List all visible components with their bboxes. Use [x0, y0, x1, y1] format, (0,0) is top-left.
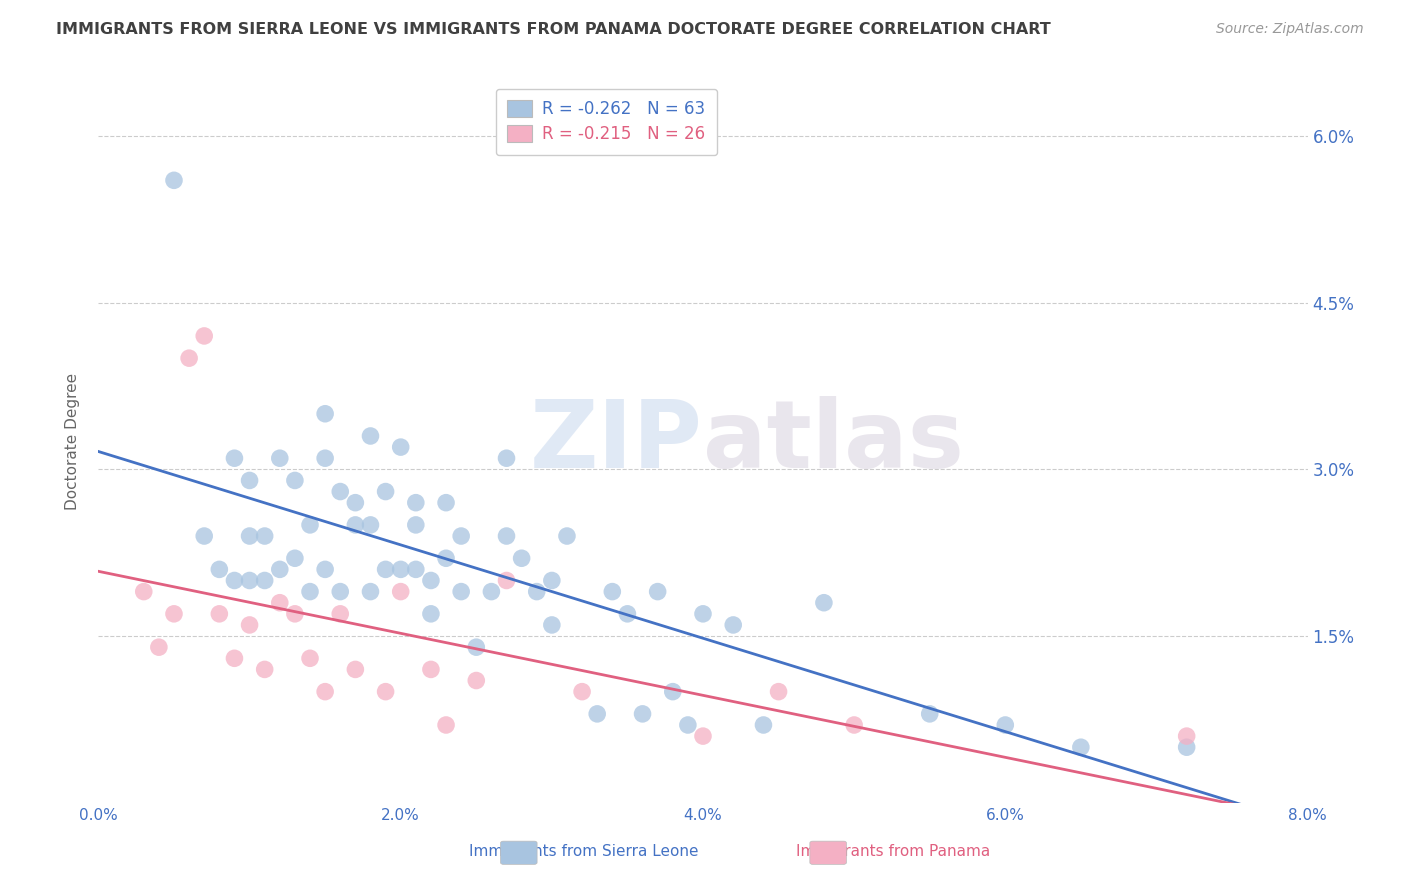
Point: [284, 551, 307, 566]
Text: ZIP: ZIP: [530, 395, 703, 488]
Point: [1175, 740, 1198, 755]
Text: atlas: atlas: [703, 395, 965, 488]
Point: [360, 429, 382, 443]
Text: Immigrants from Sierra Leone: Immigrants from Sierra Leone: [468, 845, 699, 859]
Point: [844, 718, 866, 732]
Point: [631, 706, 654, 721]
Point: [179, 351, 201, 366]
Point: [299, 651, 322, 665]
Point: [752, 718, 775, 732]
Point: [239, 618, 262, 632]
Point: [253, 529, 276, 543]
Point: [616, 607, 638, 621]
Point: [374, 562, 396, 576]
Point: [434, 718, 457, 732]
Point: [329, 584, 352, 599]
Point: [269, 451, 291, 466]
Point: [768, 684, 790, 698]
Point: [284, 607, 307, 621]
Point: [647, 584, 669, 599]
Point: [389, 440, 412, 454]
Point: [540, 618, 562, 632]
Point: [299, 517, 322, 532]
Point: [344, 517, 367, 532]
Point: [193, 329, 215, 343]
Point: [526, 584, 548, 599]
Point: [360, 517, 382, 532]
Point: [405, 496, 427, 510]
Point: [239, 474, 262, 488]
Point: [586, 706, 609, 721]
Point: [253, 662, 276, 676]
Point: [495, 451, 517, 466]
Point: [602, 584, 624, 599]
Point: [465, 640, 488, 655]
Text: IMMIGRANTS FROM SIERRA LEONE VS IMMIGRANTS FROM PANAMA DOCTORATE DEGREE CORRELAT: IMMIGRANTS FROM SIERRA LEONE VS IMMIGRAN…: [56, 22, 1052, 37]
Point: [420, 574, 443, 588]
Point: [405, 562, 427, 576]
Point: [465, 673, 488, 688]
Point: [284, 474, 307, 488]
Point: [253, 574, 276, 588]
Point: [374, 484, 396, 499]
Point: [510, 551, 533, 566]
Point: [571, 684, 593, 698]
Text: Source: ZipAtlas.com: Source: ZipAtlas.com: [1216, 22, 1364, 37]
Point: [163, 173, 186, 187]
Point: [193, 529, 215, 543]
Point: [224, 574, 246, 588]
Point: [224, 451, 246, 466]
Point: [495, 529, 517, 543]
Point: [299, 584, 322, 599]
Point: [661, 684, 683, 698]
Point: [420, 607, 443, 621]
Point: [389, 562, 412, 576]
Point: [540, 574, 562, 588]
Point: [208, 607, 231, 621]
Point: [405, 517, 427, 532]
Point: [994, 718, 1017, 732]
Point: [148, 640, 170, 655]
Point: [434, 551, 457, 566]
Point: [269, 596, 291, 610]
Point: [723, 618, 745, 632]
Point: [450, 529, 472, 543]
Point: [132, 584, 155, 599]
Point: [389, 584, 412, 599]
Point: [163, 607, 186, 621]
Point: [495, 574, 517, 588]
Point: [329, 607, 352, 621]
Text: Immigrants from Panama: Immigrants from Panama: [796, 845, 990, 859]
Point: [344, 662, 367, 676]
Point: [314, 451, 336, 466]
Point: [434, 496, 457, 510]
Point: [481, 584, 503, 599]
Point: [208, 562, 231, 576]
Legend: R = -0.262   N = 63, R = -0.215   N = 26: R = -0.262 N = 63, R = -0.215 N = 26: [495, 88, 717, 155]
Y-axis label: Doctorate Degree: Doctorate Degree: [65, 373, 80, 510]
Point: [676, 718, 699, 732]
Point: [329, 484, 352, 499]
Point: [224, 651, 246, 665]
Point: [344, 496, 367, 510]
Point: [360, 584, 382, 599]
Point: [1175, 729, 1198, 743]
Point: [314, 407, 336, 421]
Point: [918, 706, 941, 721]
Point: [314, 562, 336, 576]
Point: [239, 574, 262, 588]
Point: [813, 596, 835, 610]
Point: [374, 684, 396, 698]
Point: [1070, 740, 1092, 755]
Point: [269, 562, 291, 576]
Point: [692, 729, 714, 743]
Point: [239, 529, 262, 543]
Point: [450, 584, 472, 599]
Point: [692, 607, 714, 621]
Point: [314, 684, 336, 698]
Point: [555, 529, 578, 543]
Point: [420, 662, 443, 676]
